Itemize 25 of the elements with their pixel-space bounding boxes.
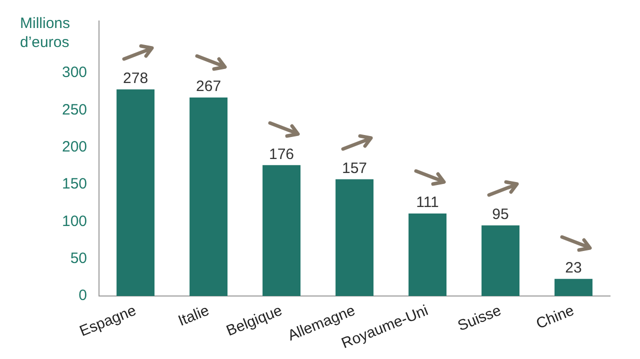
y-tick-label: 0 <box>78 287 88 304</box>
data-label: 157 <box>342 160 368 177</box>
y-tick-label: 50 <box>70 250 88 267</box>
bar <box>554 278 592 296</box>
x-tick-label: Suisse <box>455 302 504 335</box>
y-tick-label: 300 <box>62 64 88 82</box>
x-tick-label: Chine <box>534 302 577 333</box>
data-label: 267 <box>196 78 222 96</box>
data-label: 95 <box>492 206 509 223</box>
y-tick-label: 200 <box>62 138 88 156</box>
bar <box>408 213 446 296</box>
bar <box>336 179 374 296</box>
y-tick-label: 100 <box>62 212 88 230</box>
data-label: 23 <box>565 260 582 277</box>
y-tick-label: 150 <box>62 176 88 193</box>
data-label: 111 <box>416 194 439 212</box>
y-axis-title: Millions d’euros <box>20 14 72 52</box>
bar <box>190 98 228 296</box>
data-label: 278 <box>123 70 148 88</box>
bar <box>116 89 155 296</box>
bar <box>482 225 520 296</box>
y-tick-label: 250 <box>62 101 88 118</box>
x-tick-label: Italie <box>176 302 212 330</box>
bar <box>262 165 300 296</box>
data-label: 176 <box>269 146 294 163</box>
